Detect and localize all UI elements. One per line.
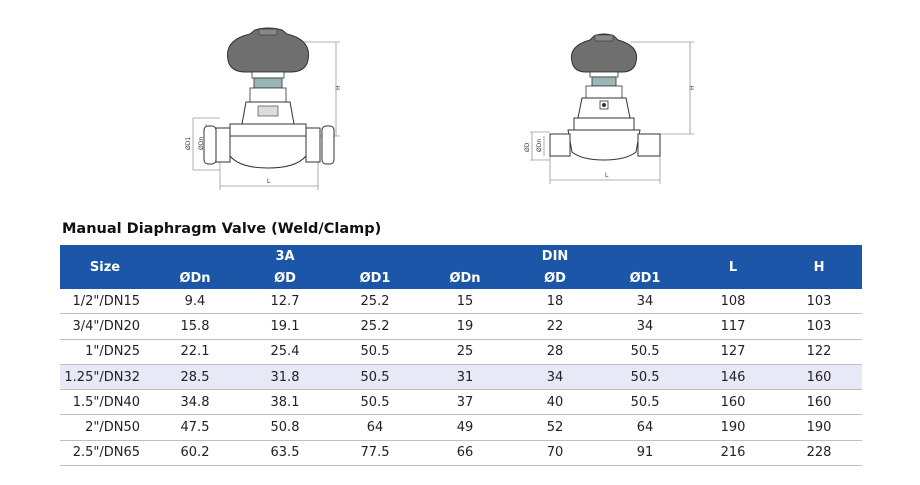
- value-cell: 15.8: [150, 313, 240, 340]
- dim-d-label: ØD: [524, 142, 531, 152]
- value-cell: 15: [420, 289, 511, 315]
- l-header: L: [690, 245, 777, 289]
- dim-h-label: H: [689, 85, 696, 90]
- size-cell: 1.5"/DN40: [60, 389, 150, 416]
- size-cell: 1.25"/DN32: [60, 364, 150, 391]
- dim-h-label: H: [335, 85, 342, 90]
- sub-header-din-0: ØDn: [420, 267, 511, 289]
- table-row: 1"/DN25 22.1 25.4 50.5 25 28 50.5 127 122: [60, 339, 863, 365]
- size-cell: 1/2"/DN15: [60, 289, 150, 315]
- value-cell: 47.5: [150, 414, 240, 441]
- size-cell: 1"/DN25: [60, 339, 150, 365]
- table-row: 1.25"/DN32 28.5 31.8 50.5 31 34 50.5 146 160: [60, 364, 863, 391]
- group-header-3a: 3A: [150, 245, 421, 267]
- value-cell: 64: [600, 414, 691, 441]
- value-cell: 160: [690, 389, 777, 416]
- value-cell: 50.5: [600, 339, 691, 365]
- dim-l-label: L: [267, 178, 271, 185]
- value-cell: 160: [776, 364, 863, 391]
- sub-header-din-1: ØD: [510, 267, 601, 289]
- value-cell: 60.2: [150, 440, 240, 467]
- value-cell: 108: [690, 289, 777, 315]
- table-row: 2"/DN50 47.5 50.8 64 49 52 64 190 190: [60, 414, 863, 441]
- dim-d1-label: ØD1: [185, 137, 192, 150]
- size-cell: 2"/DN50: [60, 414, 150, 441]
- value-cell: 190: [776, 414, 863, 441]
- size-cell: 2.5"/DN65: [60, 440, 150, 467]
- group-header-din: DIN: [420, 245, 691, 267]
- size-header: Size: [60, 245, 150, 289]
- value-cell: 50.8: [240, 414, 330, 441]
- value-cell: 19.1: [240, 313, 330, 340]
- value-cell: 31: [420, 364, 511, 391]
- weld-valve-drawing: H L ØD ØDn: [524, 33, 696, 184]
- table-body: 1/2"/DN15 9.4 12.7 25.2 15 18 34 108 103 3/4"/DN2…: [60, 289, 863, 467]
- table-row: 1/2"/DN15 9.4 12.7 25.2 15 18 34 108 103: [60, 289, 863, 315]
- h-header: H: [776, 245, 863, 289]
- value-cell: 50.5: [330, 364, 421, 391]
- value-cell: 34: [600, 289, 691, 315]
- value-cell: 103: [776, 313, 863, 340]
- value-cell: 66: [420, 440, 511, 467]
- dim-l-label: L: [605, 172, 609, 179]
- value-cell: 103: [776, 289, 863, 315]
- clamp-valve-drawing: H L ØD1 ØDn: [185, 27, 342, 190]
- sub-header-3a-1: ØD: [240, 267, 330, 289]
- sub-header-3a-0: ØDn: [150, 267, 240, 289]
- value-cell: 22: [510, 313, 601, 340]
- table-title: Manual Diaphragm Valve (Weld/Clamp): [62, 221, 382, 237]
- value-cell: 63.5: [240, 440, 330, 467]
- table-row: 1.5"/DN40 34.8 38.1 50.5 37 40 50.5 160 160: [60, 389, 863, 416]
- value-cell: 19: [420, 313, 511, 340]
- value-cell: 40: [510, 389, 601, 416]
- value-cell: 34: [510, 364, 601, 391]
- value-cell: 117: [690, 313, 777, 340]
- table-row: 3/4"/DN20 15.8 19.1 25.2 19 22 34 117 103: [60, 313, 863, 340]
- value-cell: 50.5: [600, 389, 691, 416]
- value-cell: 28: [510, 339, 601, 365]
- value-cell: 228: [776, 440, 863, 467]
- value-cell: 18: [510, 289, 601, 315]
- sub-header-row: ØDn ØD ØD1 ØDn ØD ØD1: [60, 267, 862, 289]
- value-cell: 50.5: [330, 389, 421, 416]
- value-cell: 190: [690, 414, 777, 441]
- value-cell: 31.8: [240, 364, 330, 391]
- dimension-table: Size 3A DIN L H ØDn ØD ØD1 ØDn ØD ØD1 1/2"/DN…: [60, 245, 863, 467]
- value-cell: 25.2: [330, 313, 421, 340]
- size-cell: 3/4"/DN20: [60, 313, 150, 340]
- value-cell: 25.2: [330, 289, 421, 315]
- value-cell: 77.5: [330, 440, 421, 467]
- value-cell: 9.4: [150, 289, 240, 315]
- value-cell: 22.1: [150, 339, 240, 365]
- value-cell: 216: [690, 440, 777, 467]
- value-cell: 127: [690, 339, 777, 365]
- value-cell: 12.7: [240, 289, 330, 315]
- value-cell: 146: [690, 364, 777, 391]
- value-cell: 38.1: [240, 389, 330, 416]
- table-row: 2.5"/DN65 60.2 63.5 77.5 66 70 91 216 228: [60, 440, 863, 467]
- value-cell: 37: [420, 389, 511, 416]
- dim-dn-label: ØDn: [536, 139, 543, 152]
- value-cell: 25: [420, 339, 511, 365]
- value-cell: 50.5: [600, 364, 691, 391]
- value-cell: 25.4: [240, 339, 330, 365]
- value-cell: 50.5: [330, 339, 421, 365]
- dim-dn-label: ØDn: [198, 137, 205, 150]
- value-cell: 64: [330, 414, 421, 441]
- value-cell: 91: [600, 440, 691, 467]
- value-cell: 52: [510, 414, 601, 441]
- sub-header-3a-2: ØD1: [330, 267, 421, 289]
- value-cell: 70: [510, 440, 601, 467]
- value-cell: 34: [600, 313, 691, 340]
- value-cell: 34.8: [150, 389, 240, 416]
- value-cell: 28.5: [150, 364, 240, 391]
- value-cell: 160: [776, 389, 863, 416]
- sub-header-din-2: ØD1: [600, 267, 691, 289]
- value-cell: 49: [420, 414, 511, 441]
- value-cell: 122: [776, 339, 863, 365]
